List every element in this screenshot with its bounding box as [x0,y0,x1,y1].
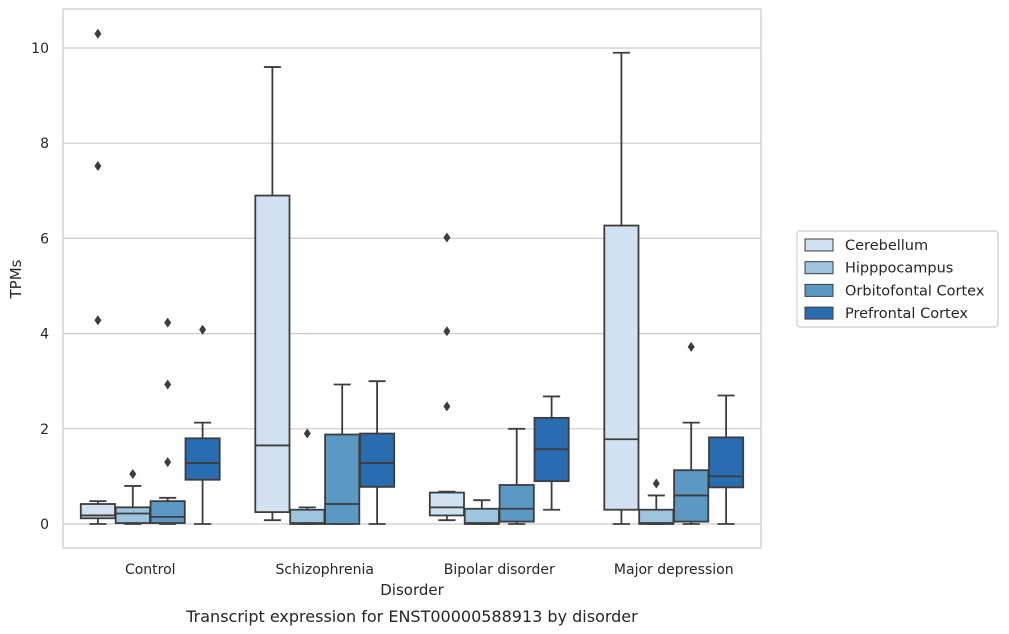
box-1-4 [603,51,640,525]
box-2-1 [114,469,151,525]
legend-swatch-4 [804,306,834,320]
outlier-point [164,457,172,468]
chart-caption: Transcript expression for ENST0000058891… [185,607,638,626]
box-4-2 [359,380,396,525]
box-body [463,507,500,525]
box-3-2 [324,383,361,525]
box-body [638,508,675,525]
legend-swatch-2 [804,261,834,275]
box-body [708,436,745,489]
y-tick-label-10: 10 [31,41,49,57]
box-1-1 [79,28,116,525]
outlier-point [164,317,172,328]
y-tick-label-4: 4 [40,327,49,343]
y-tick-label-6: 6 [40,231,49,247]
legend-label-2: Hipppocampus [845,261,953,277]
outlier-point [443,401,451,412]
legend-label-3: Orbitofontal Cortex [845,283,985,299]
y-tick-label-8: 8 [40,136,49,152]
box-2-3 [463,499,500,525]
box-body [184,437,221,481]
legend-frame [796,230,999,328]
gridlines [63,47,761,525]
outlier-point [129,469,137,480]
legend: Cerebellum Hipppocampus Orbitofontal Corte… [796,230,999,328]
box-body [428,491,465,517]
box-body [324,433,361,525]
y-axis-title: TPMs [7,259,25,299]
outlier-point [94,315,102,326]
box-4-4 [708,394,745,525]
box-2-2 [289,428,326,525]
outlier-point [443,232,451,243]
box-4-3 [533,395,570,511]
legend-label-4: Prefrontal Cortex [845,306,968,322]
outlier-point [199,324,207,335]
x-tick-labels: Control Schizophrenia Bipolar disorder Majo… [125,562,734,578]
outlier-point [652,478,660,489]
x-tick-label-3: Bipolar disorder [444,562,555,578]
box-1-2 [254,66,291,522]
x-tick-label-2: Schizophrenia [276,562,374,578]
box-1-3 [428,232,465,522]
y-tick-labels: 0 2 4 6 8 10 [31,41,49,533]
y-tick-label-2: 2 [40,422,49,438]
legend-label-1: Cerebellum [845,238,928,254]
box-body [603,224,640,511]
x-tick-label-1: Control [125,562,176,578]
outlier-point [443,326,451,337]
box-3-4 [673,341,710,525]
plot-frame [62,8,762,549]
legend-swatch-1 [804,238,834,252]
box-4-1 [184,324,221,525]
outlier-point [94,161,102,172]
outlier-point [164,379,172,390]
x-axis-title: Disorder [380,581,444,599]
outlier-point [94,28,102,39]
boxes-layer [79,28,745,525]
box-body [149,500,186,524]
box-2-4 [638,478,675,525]
box-3-3 [498,427,535,525]
box-body [289,508,326,525]
legend-swatch-3 [804,283,834,297]
outlier-point [687,341,695,352]
box-body [498,484,535,523]
box-body [254,194,291,514]
box-body [114,506,151,524]
box-body [359,432,396,488]
box-3-1 [149,317,186,525]
x-tick-label-4: Major depression [614,562,734,578]
outlier-point [303,428,311,439]
y-tick-label-0: 0 [40,517,49,533]
